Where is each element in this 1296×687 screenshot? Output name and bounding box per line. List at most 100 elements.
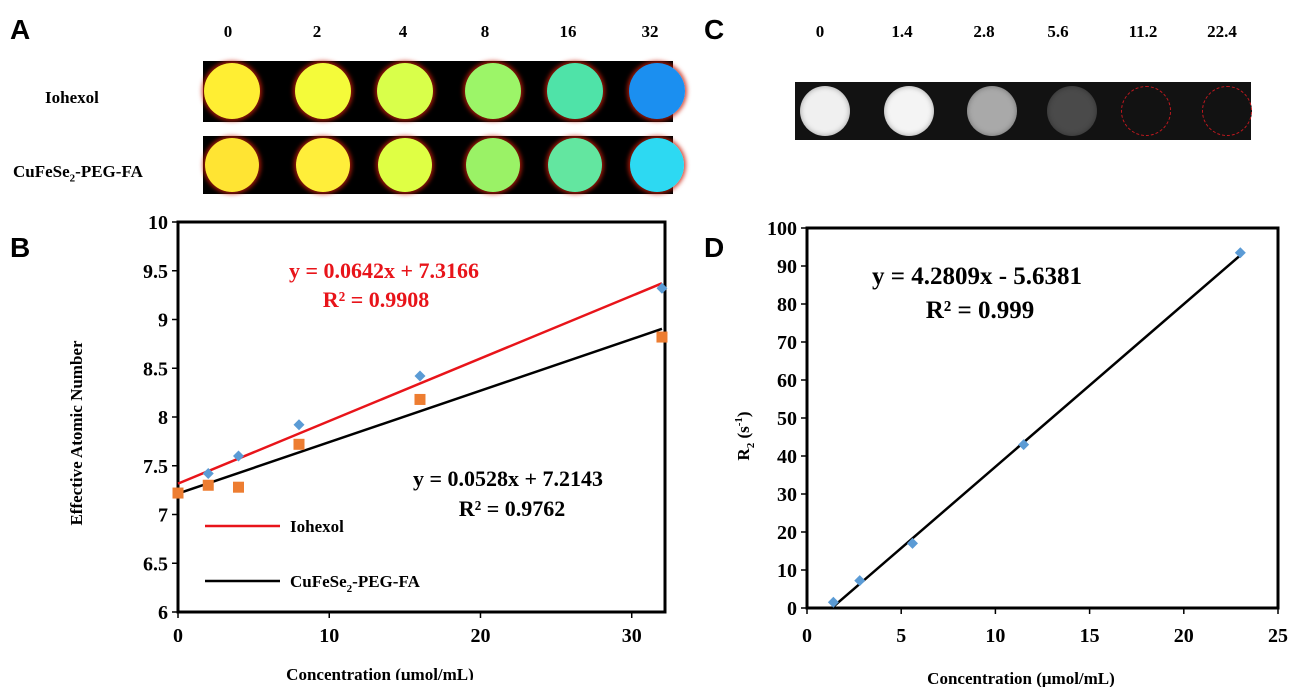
panel-label-a: A xyxy=(10,14,31,45)
chart-d-xtick-label: 15 xyxy=(1080,625,1100,647)
chart-b-point-1 xyxy=(656,331,668,343)
ct-well xyxy=(295,63,351,119)
chart-b-ytick-label: 6 xyxy=(158,602,168,624)
chart-d-ytick-label: 60 xyxy=(777,370,797,392)
chart-d-r2: R² = 0.999 xyxy=(926,297,1035,324)
legend-label-sub: 2 xyxy=(347,583,353,595)
chart-d-point-0 xyxy=(1234,247,1246,259)
chart-r2-relaxation: R2 (s-1) Concentration (μmol/mL) y = 4.2… xyxy=(733,218,1288,687)
chart-d-ytick-label: 30 xyxy=(777,484,797,506)
panel-label-c: C xyxy=(704,14,725,45)
mri-well xyxy=(884,86,934,136)
legend-label-iohexol: Iohexol xyxy=(290,517,344,536)
mri-well xyxy=(1202,86,1252,136)
ct-well xyxy=(205,138,259,192)
panel-a-concentration: 0 xyxy=(223,22,233,41)
chart-b-xtick-label: 0 xyxy=(173,625,183,647)
mri-strip xyxy=(795,82,1251,140)
chart-b-point-1 xyxy=(293,438,305,450)
row-label-sub: 2 xyxy=(69,172,76,185)
chart-b-r2-cufese2: R² = 0.9762 xyxy=(459,496,566,521)
chart-d-ylabel-main: R xyxy=(734,448,753,461)
panel-c-concentration: 22.4 xyxy=(1207,22,1237,41)
chart-b-ytick-label: 8.5 xyxy=(143,358,168,380)
chart-b-point-0 xyxy=(202,468,214,480)
chart-d-ytick-label: 20 xyxy=(777,522,797,544)
chart-d-ytick-label: 10 xyxy=(777,560,797,582)
chart-b-point-0 xyxy=(656,282,668,294)
chart-d-ytick-label: 0 xyxy=(787,598,797,620)
panel-label-b: B xyxy=(10,232,31,263)
chart-b-ytick-label: 7.5 xyxy=(143,456,168,478)
chart-b-ytick-label: 9 xyxy=(158,310,168,332)
panel-c-concentration: 11.2 xyxy=(1128,22,1158,41)
chart-b-ytick-label: 7 xyxy=(158,505,168,527)
chart-b-xlabel: Concentration (μmol/mL) xyxy=(286,665,474,680)
panel-a-concentration: 8 xyxy=(480,22,490,41)
chart-d-point-0 xyxy=(1018,439,1030,451)
chart-d-ylabel-sub: 2 xyxy=(745,442,757,448)
chart-d-xtick-label: 0 xyxy=(802,625,812,647)
chart-d-ylabel-tail: (s xyxy=(734,426,753,443)
chart-b-xtick-label: 10 xyxy=(319,625,339,647)
chart-b-ytick-label: 9.5 xyxy=(143,261,168,283)
chart-b-r2-iohexol: R² = 0.9908 xyxy=(323,287,430,312)
panel-c-concentration: 5.6 xyxy=(1047,22,1069,41)
chart-b-point-0 xyxy=(414,370,426,382)
ct-strip-cufese2 xyxy=(203,136,673,194)
mri-well xyxy=(1121,86,1171,136)
ct-well xyxy=(629,63,685,119)
ct-well xyxy=(547,63,603,119)
ct-well xyxy=(548,138,602,192)
chart-b-point-1 xyxy=(202,479,214,491)
row-label-main: CuFeSe xyxy=(13,162,70,181)
chart-d-ytick-label: 40 xyxy=(777,446,797,468)
chart-d-point-0 xyxy=(827,596,839,608)
panel-a-concentration: 4 xyxy=(398,22,408,41)
chart-d-ytick-label: 70 xyxy=(777,332,797,354)
chart-d-equation: y = 4.2809x - 5.6381 xyxy=(872,263,1082,290)
panel-a-concentration: 32 xyxy=(641,22,659,41)
mri-well xyxy=(800,86,850,136)
chart-b-ytick-label: 6.5 xyxy=(143,553,168,575)
chart-b-legend: Iohexol CuFeSe2-PEG-FA xyxy=(205,517,421,595)
panel-a-concentration: 16 xyxy=(559,22,577,41)
chart-b-ytick-label: 8 xyxy=(158,407,168,429)
ct-well xyxy=(466,138,520,192)
chart-b-ylabel: Effective Atomic Number xyxy=(67,340,86,526)
legend-label-tail: -PEG-FA xyxy=(352,572,420,591)
chart-d-xtick-label: 5 xyxy=(896,625,906,647)
chart-b-point-1 xyxy=(414,393,426,405)
chart-b-trendline-1 xyxy=(177,327,663,495)
chart-b-ytick-label: 10 xyxy=(148,212,168,234)
chart-d-ytick-label: 90 xyxy=(777,256,797,278)
row-label-iohexol: Iohexol xyxy=(45,88,99,107)
chart-d-ylabel-sup: -1 xyxy=(733,417,745,426)
chart-d-xtick-label: 20 xyxy=(1174,625,1194,647)
chart-b-point-0 xyxy=(293,419,305,431)
chart-b-xtick-label: 20 xyxy=(470,625,490,647)
chart-effective-atomic-number: Effective Atomic Number Concentration (μ… xyxy=(67,212,668,680)
chart-d-point-0 xyxy=(854,575,866,587)
chart-d-ylabel: R2 (s-1) xyxy=(733,411,757,460)
chart-b-point-1 xyxy=(172,487,184,499)
ct-well xyxy=(204,63,260,119)
panel-a-concentration: 2 xyxy=(312,22,322,41)
chart-b-trendline-0 xyxy=(177,282,663,485)
chart-d-ytick-label: 80 xyxy=(777,294,797,316)
chart-d-trendline-0 xyxy=(831,254,1242,609)
chart-d-point-0 xyxy=(907,537,919,549)
panel-c-concentration: 2.8 xyxy=(973,22,995,41)
legend-label-cufese2: CuFeSe2-PEG-FA xyxy=(290,572,421,595)
chart-d-xtick-label: 10 xyxy=(985,625,1005,647)
ct-well xyxy=(630,138,684,192)
ct-well xyxy=(378,138,432,192)
chart-b-equation-iohexol: y = 0.0642x + 7.3166 xyxy=(289,258,479,283)
ct-well xyxy=(465,63,521,119)
chart-d-xlabel: Concentration (μmol/mL) xyxy=(927,669,1115,687)
chart-b-xtick-label: 30 xyxy=(622,625,642,647)
panel-label-d: D xyxy=(704,232,725,263)
mri-well xyxy=(967,86,1017,136)
mri-well xyxy=(1047,86,1097,136)
ct-well xyxy=(296,138,350,192)
